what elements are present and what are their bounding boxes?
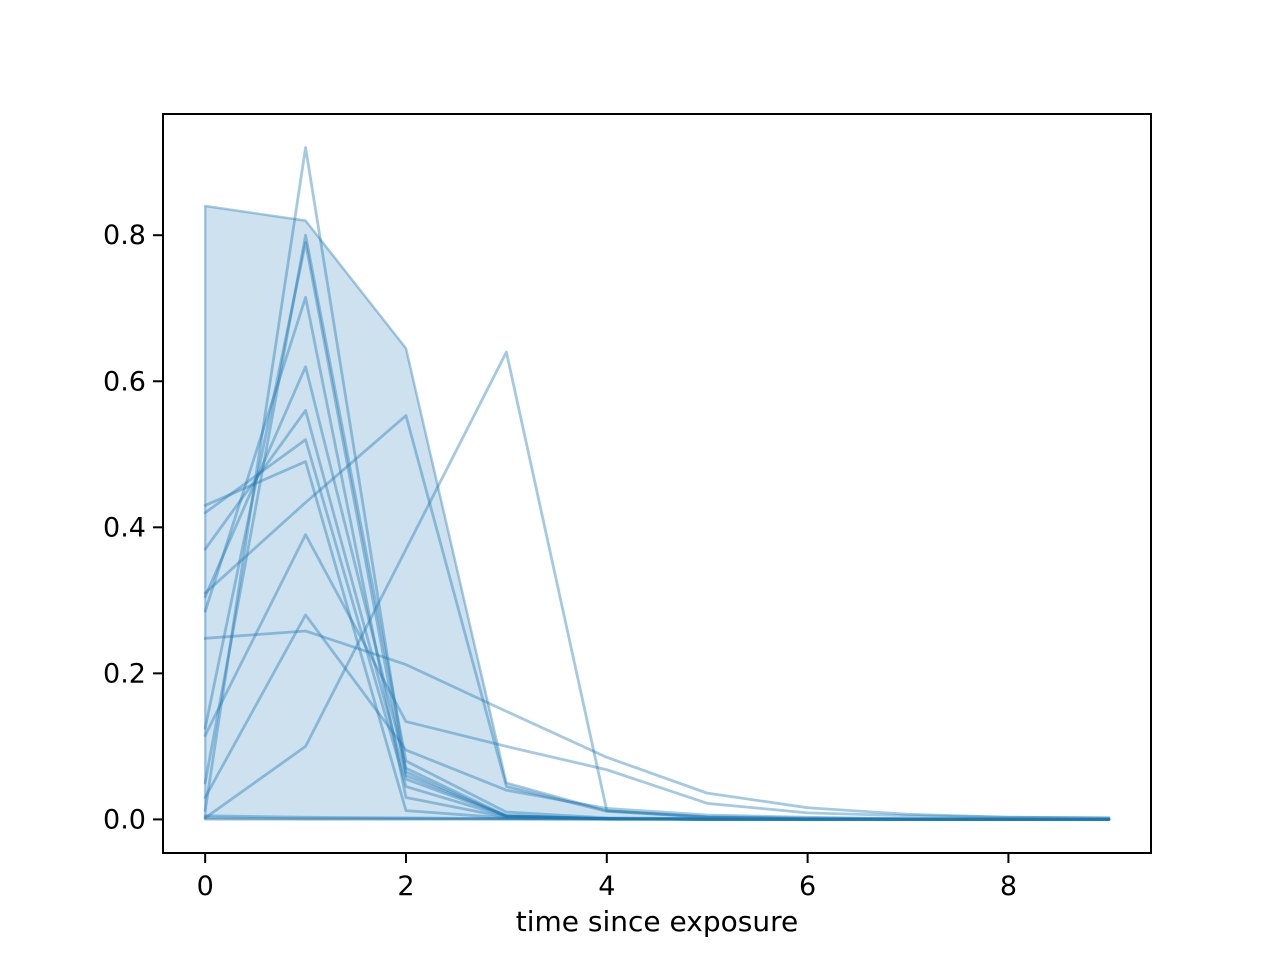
x-axis-label: time since exposure bbox=[515, 905, 799, 938]
y-tick-label: 0.6 bbox=[103, 366, 146, 397]
x-tick-label: 4 bbox=[598, 871, 615, 902]
curve-15 bbox=[203, 814, 1111, 821]
y-tick-label: 0.0 bbox=[103, 804, 146, 835]
curve-4 bbox=[203, 365, 1111, 821]
curve-14 bbox=[203, 816, 1111, 821]
curve-10 bbox=[203, 350, 1111, 821]
uncertainty-band bbox=[203, 204, 1111, 821]
curve-13 bbox=[203, 613, 1111, 821]
curve-12 bbox=[203, 533, 1111, 820]
y-tick-label: 0.2 bbox=[103, 658, 146, 689]
x-tick-label: 2 bbox=[397, 871, 414, 902]
curve-7 bbox=[203, 233, 1111, 821]
curve-2 bbox=[203, 438, 1111, 821]
x-tick-label: 8 bbox=[1000, 871, 1017, 902]
curve-3 bbox=[203, 409, 1111, 821]
curve-9 bbox=[203, 414, 1111, 821]
axes-spines bbox=[162, 113, 1152, 854]
curve-5 bbox=[203, 295, 1111, 821]
curve-6 bbox=[203, 241, 1111, 821]
x-tick-label: 6 bbox=[799, 871, 816, 902]
x-tick-label: 0 bbox=[197, 871, 214, 902]
curve-11 bbox=[203, 629, 1111, 820]
y-tick-label: 0.4 bbox=[103, 512, 146, 543]
curve-8 bbox=[203, 146, 1111, 821]
curve-1 bbox=[203, 460, 1111, 821]
y-tick-label: 0.8 bbox=[103, 220, 146, 251]
